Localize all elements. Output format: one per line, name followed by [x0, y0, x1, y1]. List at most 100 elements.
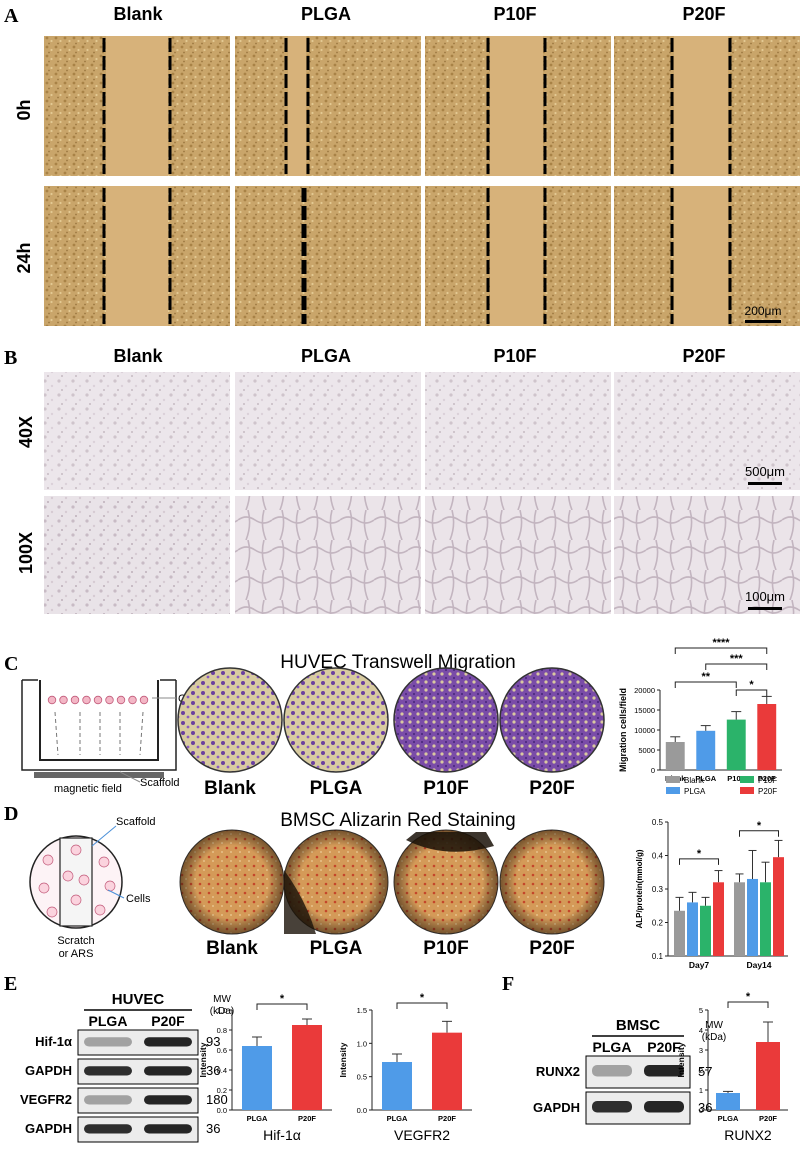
bar-blank-day7 — [674, 910, 685, 956]
bar-p20f — [757, 704, 777, 770]
x-tick-label: P20F — [298, 1114, 316, 1123]
micrograph-tube-1-0 — [44, 496, 230, 614]
alizarin-image-1 — [283, 829, 389, 935]
band-label-1: GAPDH — [533, 1100, 580, 1115]
micrograph-tube-0-2 — [425, 372, 611, 490]
x-tick-label: P20F — [438, 1114, 456, 1123]
band-0-0 — [84, 1037, 132, 1047]
schematic-scaffold-label-d: Scaffold — [116, 816, 156, 828]
micrograph-scratch-0-1 — [235, 36, 421, 176]
column-header-p10f-b: P10F — [493, 346, 536, 366]
band-label-2: VEGFR2 — [20, 1092, 72, 1107]
blot-cell-label: HUVEC — [112, 991, 165, 1008]
alizarin-image-0 — [179, 829, 285, 935]
y-tick-label: 0.2 — [652, 919, 664, 928]
blot-cell-label: BMSC — [616, 1017, 660, 1034]
band-0-1 — [144, 1037, 192, 1047]
y-tick-label: 0.0 — [217, 1106, 227, 1115]
y-tick-label: 5000 — [638, 746, 655, 755]
y-axis-label: Intensity — [676, 1042, 686, 1077]
mw-label: MW — [705, 1020, 723, 1031]
panel-letter-e: E — [4, 973, 17, 995]
y-tick-label: 0.1 — [652, 952, 664, 961]
significance-bracket — [396, 1002, 448, 1009]
micrograph-tube-1-1 — [235, 496, 421, 614]
mw-value-1: 36 — [698, 1100, 712, 1115]
significance-bracket — [674, 647, 768, 654]
band-1-0 — [84, 1066, 132, 1076]
x-tick-label: Day7 — [689, 960, 710, 970]
bar-blank-day14 — [734, 882, 745, 956]
lane-label-p20f: P20F — [647, 1039, 681, 1055]
significance-label: * — [746, 991, 751, 1003]
row-label-24h: 24h — [14, 242, 34, 273]
kda-label: (kDa) — [210, 1006, 234, 1017]
micrograph-tube-1-3 — [614, 496, 800, 614]
panel-letter-f: F — [502, 973, 514, 995]
y-tick-label: 3 — [699, 1046, 703, 1055]
bar-blank — [665, 742, 685, 770]
alizarin-label-p10f: P10F — [423, 938, 468, 959]
x-axis-label: VEGFR2 — [394, 1127, 450, 1143]
band-label-1: GAPDH — [25, 1063, 72, 1078]
panel-letter-a: A — [4, 5, 19, 27]
y-tick-label: 1.0 — [217, 1006, 227, 1015]
western-blot-bmsc: BMSC PLGA P20F MW(kDa) RUNX2 57 GAPDH 36 — [533, 1017, 726, 1125]
alizarin-label-plga: PLGA — [310, 938, 363, 959]
y-tick-label: 0.6 — [217, 1046, 227, 1055]
western-blot-huvec: HUVEC PLGA P20F MW(kDa) Hif-1α 93 GAPDH 36 VEGFR… — [20, 991, 234, 1143]
micrograph-scratch-0-3 — [614, 36, 800, 176]
significance-label: ** — [701, 671, 710, 683]
column-header-blank-b: Blank — [113, 346, 163, 366]
significance-label: * — [757, 820, 762, 832]
band-label-3: GAPDH — [25, 1121, 72, 1136]
micrograph-tube-0-1 — [235, 372, 421, 490]
legend-label: P20F — [758, 787, 777, 796]
y-tick-label: 0 — [699, 1106, 703, 1115]
mw-value-2: 180 — [206, 1092, 228, 1107]
legend-label: Blank — [684, 776, 705, 785]
scale-bar-40x — [748, 482, 782, 485]
bar-plga — [716, 1093, 740, 1110]
row-label-100x: 100X — [16, 532, 36, 574]
significance-label: **** — [712, 637, 730, 649]
y-tick-label: 15000 — [634, 706, 655, 715]
alizarin-images — [179, 829, 605, 935]
transwell-label-blank: Blank — [204, 778, 256, 799]
transwell-title: HUVEC Transwell Migration — [280, 652, 515, 673]
micrograph-scratch-1-0 — [44, 186, 230, 326]
schematic-scaffold-label: Scaffold — [140, 777, 180, 789]
x-tick-label: PLGA — [387, 1114, 408, 1123]
micrograph-scratch-0-0 — [44, 36, 230, 176]
scale-bar-100x — [748, 607, 782, 610]
y-tick-label: 0 — [651, 766, 655, 775]
significance-bracket — [739, 830, 779, 837]
scratch-schematic: Scaffold Cells Scratch or ARS — [29, 816, 156, 960]
y-tick-label: 2 — [699, 1066, 703, 1075]
bar-plga-day14 — [747, 878, 758, 956]
y-tick-label: 0.8 — [217, 1026, 227, 1035]
lane-label-p20f: P20F — [151, 1013, 185, 1029]
significance-label: * — [749, 679, 754, 691]
scale-bar-a — [745, 320, 781, 323]
x-axis-label: RUNX2 — [724, 1127, 772, 1143]
mw-value-0: 57 — [698, 1064, 712, 1079]
band-1-0 — [592, 1101, 632, 1113]
significance-bracket — [674, 681, 737, 688]
band-2-1 — [144, 1095, 192, 1105]
alizarin-label-blank: Blank — [206, 938, 258, 959]
bar-p20f — [756, 1042, 780, 1110]
bar-p10f-day7 — [700, 905, 711, 956]
band-0-1 — [644, 1065, 684, 1077]
legend-swatch — [666, 787, 680, 794]
schematic-scratch-label: Scratch — [57, 935, 94, 947]
band-label-0: RUNX2 — [536, 1064, 580, 1079]
panel-letter-b: B — [4, 347, 17, 369]
transwell-image-3 — [499, 667, 605, 773]
band-label-0: Hif-1α — [35, 1034, 72, 1049]
scale-label-a: 200μm — [745, 304, 782, 318]
band-3-1 — [144, 1124, 192, 1134]
schematic-cells-label-d: Cells — [126, 893, 151, 905]
transwell-image-2 — [393, 667, 499, 773]
significance-bracket — [679, 858, 719, 865]
